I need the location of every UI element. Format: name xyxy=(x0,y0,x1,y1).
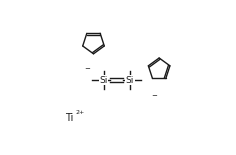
Text: 2+: 2+ xyxy=(76,110,85,115)
Text: −: − xyxy=(84,66,90,72)
Text: Si: Si xyxy=(126,76,134,85)
Text: Ti: Ti xyxy=(65,113,74,123)
Text: Si: Si xyxy=(99,76,108,85)
Text: −: − xyxy=(152,93,157,99)
